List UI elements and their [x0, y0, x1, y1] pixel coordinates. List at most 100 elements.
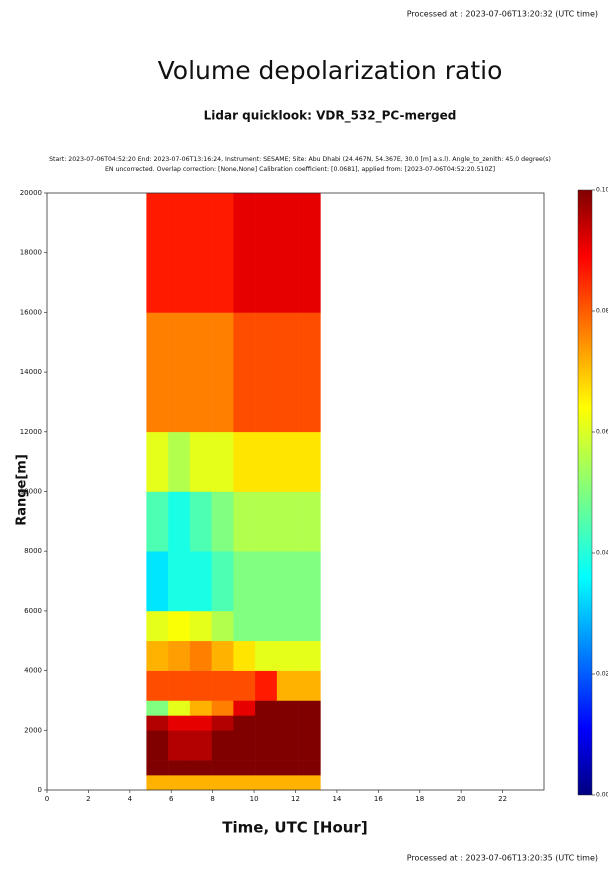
- heatmap-cell: [189, 640, 212, 671]
- heatmap-cell: [189, 312, 212, 433]
- heatmap-cell: [146, 730, 169, 761]
- heatmap-cell: [211, 775, 234, 791]
- heatmap-cell: [233, 640, 256, 671]
- heatmap-cell: [255, 193, 278, 313]
- x-tick-label: 2: [86, 795, 90, 803]
- x-tick-label: 18: [415, 795, 424, 803]
- heatmap-cell: [298, 700, 321, 716]
- heatmap-cell: [298, 730, 321, 761]
- heatmap-cell: [298, 312, 321, 433]
- heatmap-cell: [298, 193, 321, 313]
- heatmap-cell: [189, 551, 212, 612]
- y-tick-label: 18000: [20, 249, 42, 257]
- y-tick-label: 10000: [20, 488, 42, 496]
- x-axis-label: Time, UTC [Hour]: [222, 819, 367, 837]
- heatmap-cell: [211, 312, 234, 433]
- y-tick-label: 0: [38, 786, 42, 794]
- heatmap-cell: [211, 431, 234, 492]
- heatmap-cell: [233, 700, 256, 716]
- heatmap-cell: [211, 700, 234, 716]
- heatmap-cell: [189, 431, 212, 492]
- heatmap-cell: [211, 551, 234, 612]
- heatmap-cell: [146, 431, 169, 492]
- heatmap-cell: [189, 491, 212, 552]
- colorbar-tick-label: 0.00: [596, 792, 608, 799]
- heatmap-cell: [146, 610, 169, 642]
- x-tick-label: 22: [498, 795, 507, 803]
- heatmap-cell: [146, 715, 169, 731]
- heatmap-cell: [211, 760, 234, 776]
- chart-title: Volume depolarization ratio: [158, 56, 503, 85]
- heatmap-cell: [146, 551, 169, 612]
- heatmap-cell: [255, 640, 278, 671]
- heatmap-cell: [298, 640, 321, 671]
- heatmap-cell: [233, 312, 256, 433]
- heatmap-cell: [146, 760, 169, 776]
- heatmap-cell: [298, 610, 321, 642]
- heatmap-cell: [276, 431, 299, 492]
- heatmap-cell: [255, 715, 278, 731]
- heatmap-cell: [298, 775, 321, 791]
- heatmap-cell: [276, 715, 299, 731]
- info-line: EN uncorrected. Overlap correction: [Non…: [105, 166, 495, 173]
- heatmap-cell: [298, 715, 321, 731]
- heatmap-cell: [276, 312, 299, 433]
- colorbar-tick-label: 0.04: [596, 550, 608, 557]
- heatmap-cell: [276, 760, 299, 776]
- heatmap-cell: [189, 670, 212, 701]
- heatmap-cell: [168, 640, 191, 671]
- heatmap-cell: [233, 610, 256, 642]
- heatmap-cell: [276, 775, 299, 791]
- x-tick-label: 4: [128, 795, 133, 803]
- y-tick-label: 6000: [24, 607, 42, 615]
- x-tick-label: 10: [250, 795, 259, 803]
- heatmap-cell: [168, 312, 191, 433]
- heatmap-cell: [146, 640, 169, 671]
- heatmap-cell: [276, 491, 299, 552]
- heatmap-cell: [233, 730, 256, 761]
- heatmap-cell: [168, 700, 191, 716]
- heatmap-cell: [211, 193, 234, 313]
- colorbar-tick-label: 0.10: [596, 187, 608, 194]
- heatmap-cell: [298, 551, 321, 612]
- heatmap-cell: [255, 700, 278, 716]
- heatmap-cell: [146, 491, 169, 552]
- y-tick-label: 12000: [20, 428, 42, 436]
- heatmap-cell: [233, 193, 256, 313]
- heatmap-cell: [255, 775, 278, 791]
- x-tick-label: 20: [457, 795, 466, 803]
- heatmap-cell: [276, 640, 299, 671]
- heatmap-cell: [146, 775, 169, 791]
- x-tick-label: 8: [210, 795, 214, 803]
- heatmap-cell: [211, 670, 234, 701]
- heatmap-cell: [233, 431, 256, 492]
- heatmap-cell: [276, 193, 299, 313]
- heatmap-cell: [211, 610, 234, 642]
- heatmap-cell: [189, 193, 212, 313]
- x-tick-label: 6: [169, 795, 174, 803]
- heatmap-cell: [255, 730, 278, 761]
- colorbar-tick-label: 0.06: [596, 429, 608, 436]
- heatmap-cell: [255, 670, 278, 701]
- heatmap-cell: [298, 760, 321, 776]
- heatmap-cell: [189, 760, 212, 776]
- heatmap-cell: [233, 491, 256, 552]
- heatmap-cell: [233, 670, 256, 701]
- heatmap-cell: [211, 640, 234, 671]
- heatmap-cell: [168, 775, 191, 791]
- heatmap-cell: [276, 610, 299, 642]
- colorbar: [577, 189, 593, 796]
- heatmap-cell: [233, 715, 256, 731]
- heatmap-cell: [168, 551, 191, 612]
- chart-subtitle: Lidar quicklook: VDR_532_PC-merged: [204, 109, 457, 124]
- heatmap-cell: [298, 431, 321, 492]
- heatmap-cell: [276, 700, 299, 716]
- heatmap-cell: [168, 760, 191, 776]
- x-tick-label: 16: [374, 795, 383, 803]
- processed-time: Processed at : 2023-07-06T13:20:35 (UTC …: [407, 854, 598, 863]
- heatmap-cell: [276, 551, 299, 612]
- x-tick-label: 12: [291, 795, 300, 803]
- heatmap-cell: [211, 730, 234, 761]
- heatmap-cell: [255, 610, 278, 642]
